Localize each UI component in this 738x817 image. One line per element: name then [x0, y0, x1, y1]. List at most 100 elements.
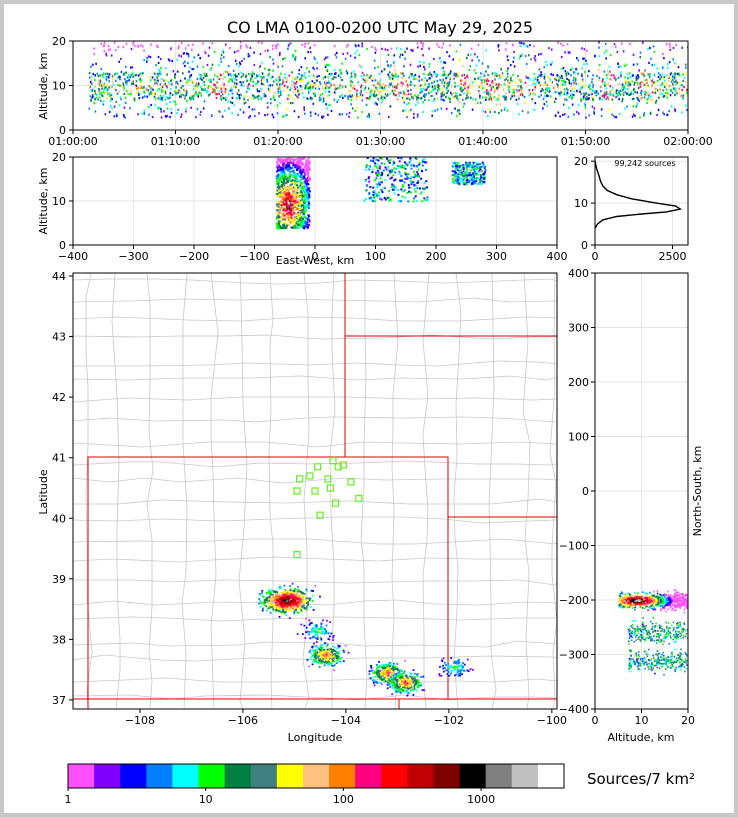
- time-height-source: [270, 98, 272, 101]
- map-source: [295, 609, 297, 611]
- time-height-source: [635, 105, 638, 108]
- time-height-source: [517, 74, 519, 78]
- time-height-source: [543, 95, 546, 98]
- map-source: [273, 606, 275, 608]
- map-source: [300, 599, 303, 602]
- ew-source: [307, 204, 310, 207]
- ew-source: [298, 215, 301, 218]
- ew-source: [399, 165, 402, 168]
- time-height-source: [537, 53, 540, 56]
- ew-source: [302, 207, 305, 210]
- time-height-source: [236, 50, 238, 53]
- ew-source: [291, 157, 294, 160]
- time-height-source: [479, 75, 481, 78]
- ew-source: [280, 204, 283, 207]
- time-height-source: [89, 85, 92, 88]
- time-height-source: [617, 92, 620, 95]
- ew-source: [380, 181, 383, 184]
- time-height-source: [569, 89, 572, 93]
- map-source: [304, 602, 306, 604]
- time-height-source: [136, 44, 139, 47]
- ew-source: [302, 167, 304, 170]
- time-height-source: [622, 93, 625, 97]
- time-height-source: [573, 77, 576, 80]
- time-height-source: [534, 59, 537, 62]
- time-height-source: [237, 72, 240, 76]
- time-height-source: [650, 98, 652, 101]
- time-height-source: [183, 52, 185, 55]
- ew-source: [484, 165, 486, 168]
- ew-source: [376, 169, 379, 172]
- ew-source: [300, 225, 303, 228]
- time-height-source: [582, 80, 584, 83]
- ew-source: [278, 222, 281, 225]
- time-height-source: [268, 68, 271, 71]
- time-height-source: [459, 43, 462, 46]
- ew-source: [295, 177, 298, 180]
- ew-source: [286, 186, 289, 189]
- ew-source: [281, 163, 284, 166]
- time-height-source: [258, 66, 261, 69]
- time-height-source: [142, 72, 144, 75]
- map-source: [262, 607, 264, 610]
- time-height-source: [591, 95, 593, 99]
- time-height-source: [322, 88, 325, 91]
- time-height-source: [91, 93, 94, 97]
- time-height-source: [544, 91, 547, 94]
- time-height-source: [243, 57, 245, 60]
- time-height-source: [681, 111, 683, 114]
- time-height-source: [187, 81, 190, 84]
- ew-source: [276, 209, 279, 212]
- time-height-source: [516, 103, 519, 106]
- time-height-source: [459, 58, 461, 61]
- time-height-source: [132, 75, 135, 78]
- time-height-source: [231, 101, 234, 105]
- time-height-source: [550, 80, 553, 84]
- time-height-source: [122, 82, 124, 85]
- time-height-source: [503, 88, 505, 91]
- time-height-source: [366, 77, 368, 80]
- time-height-source: [190, 106, 192, 109]
- ew-source: [297, 224, 300, 226]
- time-height-source: [443, 99, 445, 102]
- time-height-source: [348, 94, 351, 97]
- map-source: [296, 604, 299, 607]
- time-height-source: [191, 80, 193, 83]
- time-height-source: [506, 109, 509, 112]
- time-height-source: [312, 85, 315, 88]
- time-height-source: [408, 76, 411, 79]
- time-height-source: [188, 70, 190, 73]
- time-tick-label: 01:30:00: [356, 135, 405, 148]
- time-height-source: [516, 89, 518, 92]
- time-height-source: [159, 94, 162, 97]
- map-source: [260, 594, 263, 597]
- time-height-source: [245, 90, 248, 93]
- ew-source: [303, 215, 306, 218]
- county-line: [360, 273, 368, 709]
- map-source: [275, 595, 277, 598]
- time-height-source: [210, 85, 212, 89]
- time-height-source: [225, 70, 227, 73]
- time-height-source: [328, 81, 330, 84]
- time-height-source: [243, 102, 246, 105]
- time-height-source: [518, 113, 520, 116]
- time-height-source: [140, 74, 142, 77]
- time-height-source: [272, 47, 274, 50]
- ew-source: [308, 190, 311, 193]
- time-height-source: [449, 70, 452, 73]
- time-height-source: [170, 111, 173, 114]
- ew-source: [402, 190, 405, 193]
- ew-source: [285, 168, 288, 171]
- time-height-source: [165, 79, 167, 82]
- ew-source: [422, 160, 425, 163]
- ew-source: [476, 172, 479, 175]
- time-height-source: [499, 77, 501, 80]
- time-height-source: [584, 93, 586, 96]
- time-height-source: [450, 93, 453, 96]
- time-height-source: [434, 109, 436, 112]
- ew-source: [307, 191, 310, 194]
- time-height-source: [391, 73, 393, 76]
- ew-source: [277, 166, 280, 169]
- time-height-source: [399, 48, 402, 51]
- map-source: [279, 598, 281, 600]
